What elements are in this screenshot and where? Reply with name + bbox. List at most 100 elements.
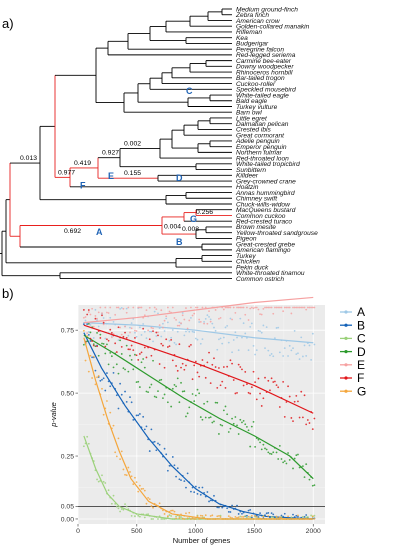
data-point	[193, 491, 196, 494]
series-a	[82, 306, 316, 361]
legend-swatch-dot	[344, 336, 348, 340]
data-point	[96, 345, 98, 348]
data-point	[86, 323, 89, 325]
plot-background	[78, 305, 325, 524]
legend-label-f: F	[357, 371, 364, 385]
taxon-label: White-tailed tropicbird	[236, 161, 300, 168]
taxon-label: Sunbittern	[236, 167, 266, 174]
data-point	[107, 489, 110, 492]
data-point	[176, 324, 179, 327]
data-point	[237, 516, 240, 519]
data-point	[208, 500, 210, 503]
data-point	[178, 517, 181, 519]
data-point	[229, 427, 232, 430]
taxon-label: American flamingo	[235, 247, 291, 254]
data-point	[239, 366, 242, 368]
data-point	[163, 513, 166, 515]
branch-length-label: 0.155	[124, 170, 141, 177]
data-point	[227, 341, 230, 344]
data-point	[282, 355, 285, 357]
taxon-label: Bar-tailed trogon	[236, 75, 285, 82]
data-point	[166, 306, 169, 309]
data-point	[115, 505, 118, 508]
data-point	[124, 390, 126, 393]
data-point	[120, 508, 123, 510]
data-point	[150, 518, 153, 520]
data-point	[203, 320, 205, 323]
data-point	[94, 317, 97, 320]
data-point	[264, 376, 266, 379]
data-point	[188, 511, 191, 514]
data-point	[198, 375, 201, 378]
data-point	[190, 316, 192, 319]
data-point	[102, 480, 105, 483]
data-point	[255, 349, 258, 351]
y-tick-label: 0.05	[61, 504, 74, 511]
data-point	[130, 322, 133, 325]
data-point	[194, 306, 197, 309]
data-point	[127, 370, 130, 373]
data-point	[199, 493, 202, 496]
data-point	[86, 313, 89, 316]
data-point	[143, 366, 146, 369]
data-point	[221, 424, 224, 427]
data-point	[143, 314, 146, 317]
data-point	[130, 401, 133, 404]
data-point	[112, 321, 115, 323]
data-point	[173, 383, 176, 386]
data-point	[196, 338, 199, 341]
data-point	[278, 351, 281, 354]
data-point	[226, 413, 229, 416]
data-point	[143, 489, 146, 492]
data-point	[290, 417, 293, 419]
data-point	[165, 453, 168, 456]
data-point	[109, 328, 112, 331]
data-point	[305, 355, 308, 357]
data-point	[84, 316, 87, 318]
data-point	[147, 513, 150, 516]
data-point	[275, 306, 278, 309]
data-point	[180, 322, 182, 325]
data-point	[185, 330, 187, 333]
branch-length-label: 0.977	[58, 169, 75, 176]
data-point	[117, 339, 120, 342]
data-point	[254, 353, 257, 356]
data-point	[119, 382, 122, 385]
data-point	[137, 514, 140, 517]
data-point	[99, 379, 102, 382]
data-point	[94, 383, 97, 386]
data-point	[109, 351, 112, 354]
data-point	[219, 514, 222, 517]
legend-label-d: D	[357, 345, 366, 359]
data-point	[101, 387, 103, 390]
data-point	[115, 306, 118, 309]
trend-line	[83, 324, 314, 414]
data-point	[157, 331, 159, 334]
data-point	[176, 377, 179, 380]
data-point	[110, 355, 113, 358]
data-point	[168, 514, 171, 516]
branch-letter-f: F	[80, 180, 86, 190]
data-point	[270, 515, 273, 518]
data-point	[206, 322, 209, 325]
data-point	[145, 502, 148, 505]
data-point	[301, 306, 304, 309]
data-point	[101, 342, 103, 345]
data-point	[110, 331, 113, 334]
data-point	[267, 379, 270, 382]
data-point	[254, 445, 257, 448]
data-point	[206, 491, 209, 493]
data-point	[265, 448, 268, 451]
data-point	[112, 424, 115, 427]
data-point	[234, 311, 237, 314]
data-point	[110, 336, 113, 339]
data-point	[260, 405, 263, 407]
data-point	[96, 331, 98, 334]
data-point	[236, 424, 238, 427]
data-point	[160, 342, 163, 345]
taxon-label: Chuck-wills-widow	[236, 201, 291, 208]
data-point	[252, 420, 255, 423]
data-point	[287, 306, 289, 309]
data-point	[193, 518, 196, 520]
data-point	[209, 416, 212, 419]
